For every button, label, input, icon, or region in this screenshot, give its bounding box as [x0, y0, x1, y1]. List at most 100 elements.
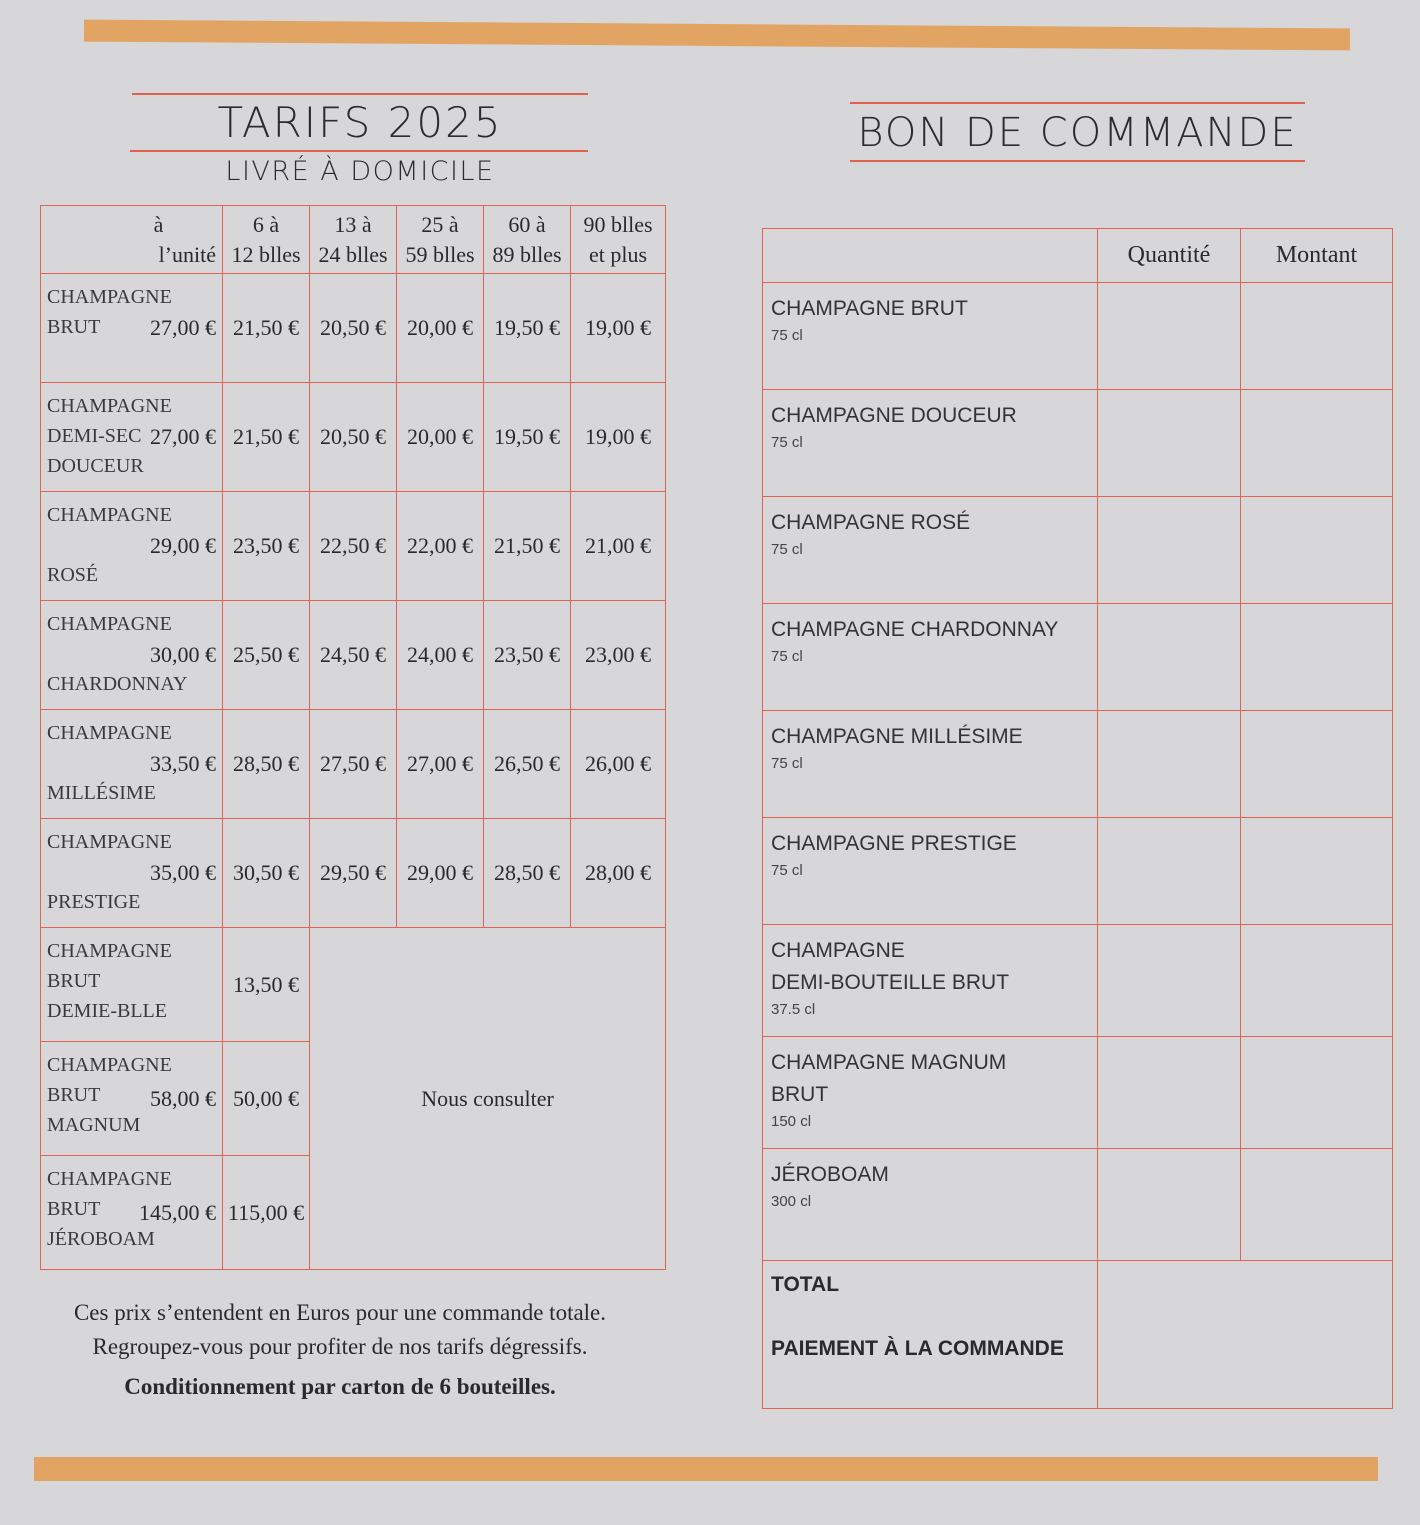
quantity-input[interactable] [1097, 817, 1241, 925]
column-header-line: 25 à [421, 211, 459, 237]
column-header: 90 blles et plus [570, 205, 666, 274]
product-name-line: BRUT [47, 1198, 101, 1220]
order-product-volume: 75 cl [771, 541, 803, 558]
amount-input[interactable] [1240, 924, 1393, 1037]
column-header: 6 à 12 blles [222, 205, 310, 274]
order-product-volume: 300 cl [771, 1193, 812, 1210]
unit-price: 35,00 € [150, 860, 216, 885]
order-form-table: Quantité Montant CHAMPAGNE BRUT 75 cl CHAM… [762, 228, 1393, 1409]
quantity-input[interactable] [1097, 389, 1241, 497]
unit-price: 29,00 € [150, 533, 216, 558]
quantity-input[interactable] [1097, 496, 1241, 604]
price-cell: 26,00 € [570, 709, 666, 819]
bon-title-rule-top [850, 102, 1305, 104]
amount-input[interactable] [1240, 496, 1393, 604]
product-label-cell: CHAMPAGNE ROSÉ 29,00 € [40, 491, 223, 601]
product-name-line: ROSÉ [47, 564, 99, 586]
price-cell: 26,50 € [483, 709, 571, 819]
column-header: 60 à 89 blles [483, 205, 571, 274]
price-cell: 115,00 € [222, 1155, 310, 1270]
amount-input[interactable] [1240, 817, 1393, 925]
quantity-input[interactable] [1097, 282, 1241, 390]
price-cell: 24,50 € [309, 600, 397, 710]
order-row: CHAMPAGNE BRUT 75 cl [762, 282, 1393, 390]
price-cell: 19,50 € [483, 273, 571, 383]
order-row: CHAMPAGNE DOUCEUR 75 cl [762, 389, 1393, 497]
product-name-line: CHAMPAGNE [47, 613, 172, 635]
top-decorative-bar [83, 19, 1351, 51]
order-product-name: CHAMPAGNE MILLÉSIME [771, 725, 1023, 748]
order-product-volume: 37.5 cl [771, 1001, 816, 1018]
product-name-line: CHARDONNAY [47, 673, 188, 695]
product-name-line: MAGNUM [47, 1114, 141, 1136]
order-header-quantity: Quantité [1097, 228, 1241, 283]
product-label: CHAMPAGNE MILLÉSIME 33,50 € [41, 710, 222, 818]
column-header-line: 60 à [508, 211, 546, 237]
total-input[interactable] [1097, 1260, 1393, 1409]
amount-input[interactable] [1240, 710, 1393, 818]
product-name-line: CHAMPAGNE [47, 831, 172, 853]
product-name-line: MILLÉSIME [47, 782, 156, 804]
note-prices-euros: Ces prix s’entendent en Euros pour une c… [73, 1300, 607, 1325]
product-name-line: CHAMPAGNE [47, 1054, 172, 1076]
quantity-input[interactable] [1097, 1148, 1241, 1261]
amount-input[interactable] [1240, 1148, 1393, 1261]
quantity-input[interactable] [1097, 710, 1241, 818]
price-cell: 28,50 € [222, 709, 310, 819]
total-label-cell: TOTAL PAIEMENT À LA COMMANDE [762, 1260, 1098, 1409]
note-group-discount: Regroupez-vous pour profiter de nos tari… [92, 1334, 588, 1359]
product-name-line: PRESTIGE [47, 891, 141, 913]
order-product-cell: JÉROBOAM 300 cl [762, 1148, 1098, 1261]
order-product-name: JÉROBOAM [771, 1163, 889, 1186]
product-name: CHAMPAGNE ROSÉ [47, 500, 172, 590]
order-product-name: CHAMPAGNE PRESTIGE [771, 832, 1017, 855]
payment-label: PAIEMENT À LA COMMANDE [771, 1337, 1064, 1360]
price-cell: 22,00 € [396, 491, 484, 601]
product-name-line: CHAMPAGNE [47, 286, 172, 308]
product-name: CHAMPAGNE DEMI-SEC DOUCEUR [47, 391, 172, 481]
quantity-input[interactable] [1097, 924, 1241, 1037]
unit-price: 58,00 € [150, 1085, 216, 1111]
price-cell: 30,50 € [222, 818, 310, 928]
amount-input[interactable] [1240, 282, 1393, 390]
price-cell: 21,50 € [483, 491, 571, 601]
amount-input[interactable] [1240, 603, 1393, 711]
product-name: CHAMPAGNE BRUT [47, 282, 172, 342]
order-product-name: CHAMPAGNE [771, 939, 905, 962]
price-cell: 19,50 € [483, 382, 571, 492]
consult-cell: Nous consulter [309, 927, 666, 1270]
price-notes: Ces prix s’entendent en Euros pour une c… [20, 1300, 660, 1408]
order-product-cell: CHAMPAGNE MAGNUM BRUT 150 cl [762, 1036, 1098, 1149]
product-label-cell: CHAMPAGNE PRESTIGE 35,00 € [40, 818, 223, 928]
amount-input[interactable] [1240, 389, 1393, 497]
price-cell: 19,00 € [570, 273, 666, 383]
unit-price: 145,00 € [139, 1199, 216, 1225]
product-label-cell: CHAMPAGNE BRUT 27,00 € [40, 273, 223, 383]
product-name-line: JÉROBOAM [47, 1228, 155, 1250]
product-name-line: DEMIE-BLLE [47, 1000, 167, 1022]
price-cell: 23,00 € [570, 600, 666, 710]
price-cell: 28,50 € [483, 818, 571, 928]
tarifs-subtitle: LIVRÉ À DOMICILE [225, 156, 495, 187]
bottom-decorative-bar [34, 1457, 1378, 1481]
order-product-name: CHAMPAGNE BRUT [771, 297, 968, 320]
product-label: CHAMPAGNE BRUT 27,00 € [41, 274, 222, 382]
product-name-line: CHAMPAGNE [47, 504, 172, 526]
order-product-name: CHAMPAGNE CHARDONNAY [771, 618, 1059, 641]
product-label: CHAMPAGNE ROSÉ 29,00 € [41, 492, 222, 600]
quantity-input[interactable] [1097, 1036, 1241, 1149]
price-cell: 22,50 € [309, 491, 397, 601]
price-cell: 29,00 € [396, 818, 484, 928]
product-name-line: CHAMPAGNE [47, 395, 172, 417]
price-cell: 27,00 € [396, 709, 484, 819]
column-header-line: et plus [588, 241, 648, 267]
quantity-input[interactable] [1097, 603, 1241, 711]
unit-price: 33,50 € [150, 751, 216, 776]
note-packaging: Conditionnement par carton de 6 bouteill… [124, 1374, 556, 1399]
column-header-line: 89 blles [492, 241, 562, 267]
product-name: CHAMPAGNE BRUT DEMIE-BLLE [47, 936, 172, 1026]
order-header-amount: Montant [1240, 228, 1393, 283]
amount-input[interactable] [1240, 1036, 1393, 1149]
price-row: CHAMPAGNE BRUT 27,00 €21,50 €20,50 €20,00 … [40, 273, 666, 383]
order-product-name: CHAMPAGNE DOUCEUR [771, 404, 1017, 427]
